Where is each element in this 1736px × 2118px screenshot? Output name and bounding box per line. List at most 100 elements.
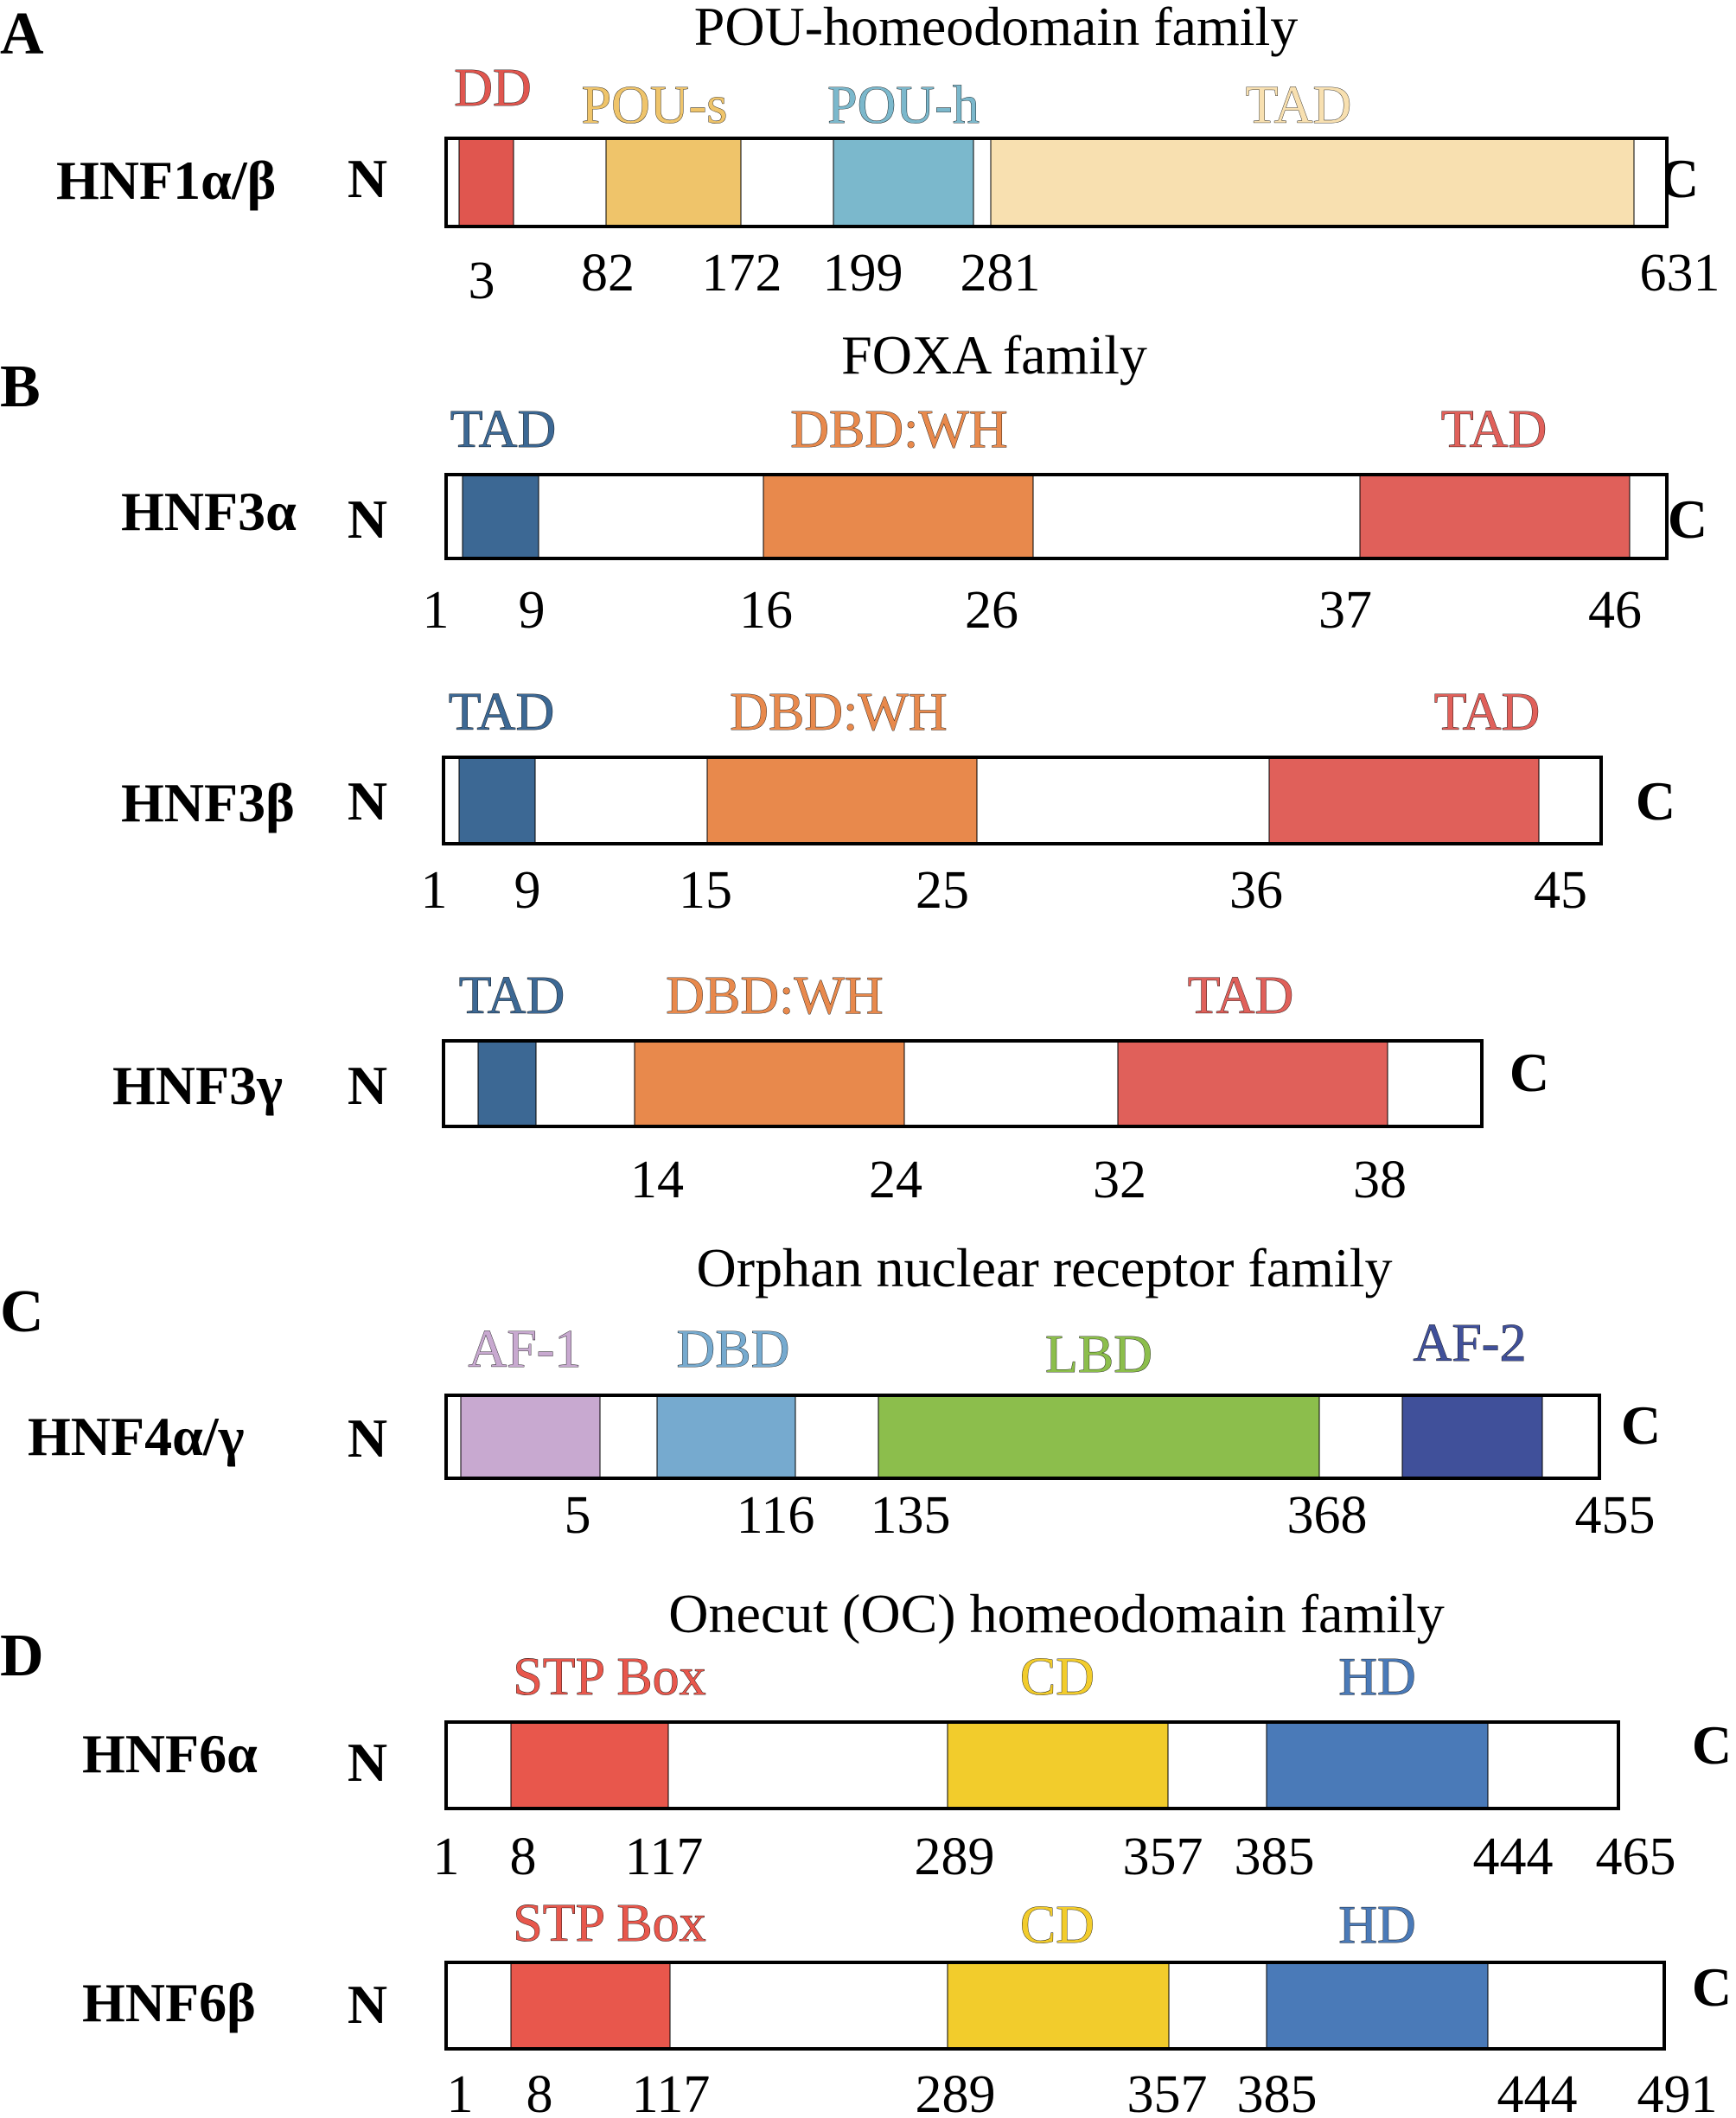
protein-b1-domain-label-tad-3: TAD (1441, 400, 1547, 459)
protein-c1-domain-label-af-2-4: AF-2 (1414, 1314, 1527, 1373)
protein-b3-domain-tad-3 (1117, 1040, 1388, 1127)
protein-c1-n-terminus: N (348, 1407, 387, 1469)
panel-letter-d: D (0, 1623, 44, 1689)
protein-d2-position-7: 444 (1497, 2065, 1578, 2118)
panel-letter-a: A (0, 1, 44, 67)
protein-a1-domain-label-dd-1: DD (454, 59, 532, 118)
protein-b2-domain-tad-3 (1268, 756, 1540, 845)
protein-d2-backbone-outline (444, 1961, 1666, 2051)
protein-b2-domain-tad-1 (458, 756, 536, 845)
protein-d1-domain-stp-box-1 (510, 1721, 669, 1809)
protein-b2-domain-label-tad-1: TAD (449, 683, 554, 742)
protein-c1-domain-label-af-1-1: AF-1 (469, 1320, 582, 1379)
protein-b3-position-4: 38 (1353, 1151, 1407, 1209)
protein-b2-backbone-outline (442, 756, 1603, 845)
protein-a1-domain-dd-1 (458, 137, 514, 227)
protein-c1-domain-af-2-4 (1401, 1394, 1543, 1479)
protein-d2-domain-label-hd-3: HD (1338, 1896, 1416, 1955)
protein-c1-domain-af-1-1 (460, 1394, 601, 1479)
protein-d1-backbone-outline (444, 1720, 1620, 1810)
protein-d1-position-8: 465 (1596, 1828, 1676, 1886)
protein-d1-position-6: 385 (1235, 1828, 1315, 1886)
protein-c1-position-2: 116 (737, 1486, 815, 1545)
protein-d2-position-6: 385 (1237, 2065, 1318, 2118)
protein-c1-backbone-outline (444, 1394, 1601, 1480)
protein-b1-domain-dbd-wh-2 (763, 474, 1034, 559)
protein-d1-name: HNF6α (82, 1723, 258, 1784)
protein-d2-position-8: 491 (1637, 2065, 1718, 2118)
protein-b1-position-3: 16 (739, 581, 793, 640)
protein-d2-c-terminus: C (1692, 1956, 1732, 2018)
protein-d2-domain-hd-3 (1266, 1962, 1489, 2050)
protein-b2-position-6: 45 (1534, 861, 1587, 920)
protein-b2-position-5: 36 (1229, 861, 1283, 920)
protein-c1-position-1: 5 (565, 1486, 591, 1545)
protein-d1-position-2: 8 (510, 1828, 537, 1886)
protein-a1-domain-label-pou-h-3: POU-h (827, 76, 980, 135)
protein-d1-domain-cd-2 (947, 1721, 1169, 1809)
protein-b3-domain-label-tad-3: TAD (1188, 966, 1293, 1025)
protein-b1-position-6: 46 (1588, 581, 1642, 640)
protein-a1-position-2: 82 (581, 244, 635, 303)
protein-b1-domain-tad-1 (462, 474, 539, 559)
protein-b1-position-4: 26 (965, 581, 1018, 640)
protein-d1-domain-label-hd-3: HD (1338, 1648, 1416, 1707)
protein-b2-c-terminus: C (1636, 770, 1675, 832)
protein-b1-n-terminus: N (348, 488, 387, 550)
panel-letter-b: B (0, 354, 41, 420)
protein-c1-name: HNF4α/γ (28, 1406, 245, 1467)
protein-d2-domain-stp-box-1 (510, 1962, 671, 2050)
protein-d2-name: HNF6β (82, 1972, 256, 2033)
protein-c1-c-terminus: C (1621, 1394, 1661, 1456)
protein-b1-domain-tad-3 (1359, 474, 1631, 559)
protein-a1-domain-pou-h-3 (833, 137, 974, 227)
protein-a1-position-1: 3 (469, 252, 495, 310)
protein-b3-domain-label-tad-1: TAD (459, 966, 565, 1025)
protein-b2-domain-dbd-wh-2 (706, 756, 978, 845)
protein-b3-domain-label-dbd-wh-2: DBD:WH (666, 966, 883, 1025)
protein-a1-domain-tad-4 (990, 137, 1635, 227)
protein-b1-domain-label-tad-1: TAD (450, 400, 556, 459)
protein-a1-domain-pou-s-2 (605, 137, 742, 227)
protein-d1-domain-label-cd-2: CD (1020, 1648, 1095, 1707)
protein-d1-position-5: 357 (1123, 1828, 1203, 1886)
protein-d2-position-4: 289 (916, 2065, 996, 2118)
protein-b2-position-4: 25 (916, 861, 969, 920)
protein-d1-position-3: 117 (625, 1828, 704, 1886)
protein-a1-n-terminus: N (348, 148, 387, 209)
protein-d1-position-1: 1 (433, 1828, 460, 1886)
protein-c1-domain-dbd-2 (656, 1394, 796, 1479)
panel-letter-c: C (0, 1279, 44, 1345)
protein-b3-n-terminus: N (348, 1055, 387, 1116)
family-title-b: FOXA family (841, 324, 1147, 386)
protein-b3-position-1: 14 (630, 1151, 684, 1209)
protein-b2-domain-label-tad-3: TAD (1434, 683, 1540, 742)
protein-a1-domain-label-tad-4: TAD (1246, 76, 1351, 135)
protein-c1-position-4: 368 (1287, 1486, 1368, 1545)
protein-b3-domain-dbd-wh-2 (634, 1040, 905, 1127)
protein-d2-position-1: 1 (447, 2065, 474, 2118)
protein-b3-name: HNF3γ (112, 1055, 283, 1116)
protein-d2-position-2: 8 (527, 2065, 553, 2118)
protein-d2-position-5: 357 (1127, 2065, 1208, 2118)
protein-a1-position-6: 631 (1640, 244, 1720, 303)
protein-d1-n-terminus: N (348, 1732, 387, 1793)
protein-a1-domain-label-pou-s-2: POU-s (582, 76, 728, 135)
protein-c1-position-5: 455 (1575, 1486, 1656, 1545)
family-title-d: Onecut (OC) homeodomain family (668, 1583, 1445, 1644)
protein-b1-backbone-outline (444, 473, 1669, 560)
protein-b3-position-3: 32 (1093, 1151, 1146, 1209)
protein-b2-position-3: 15 (679, 861, 732, 920)
family-title-a: POU-homeodomain family (694, 0, 1299, 57)
protein-d1-c-terminus: C (1692, 1714, 1732, 1776)
protein-d2-domain-label-cd-2: CD (1020, 1896, 1095, 1955)
family-title-c: Orphan nuclear receptor family (697, 1237, 1393, 1298)
protein-d2-position-3: 117 (632, 2065, 711, 2118)
protein-a1-backbone-outline (444, 137, 1669, 228)
protein-b1-domain-label-dbd-wh-2: DBD:WH (790, 400, 1007, 459)
protein-d2-domain-label-stp-box-1: STP Box (513, 1894, 705, 1953)
protein-b2-domain-label-dbd-wh-2: DBD:WH (730, 683, 947, 742)
protein-b3-backbone-outline (442, 1039, 1484, 1128)
protein-d1-position-7: 444 (1473, 1828, 1554, 1886)
